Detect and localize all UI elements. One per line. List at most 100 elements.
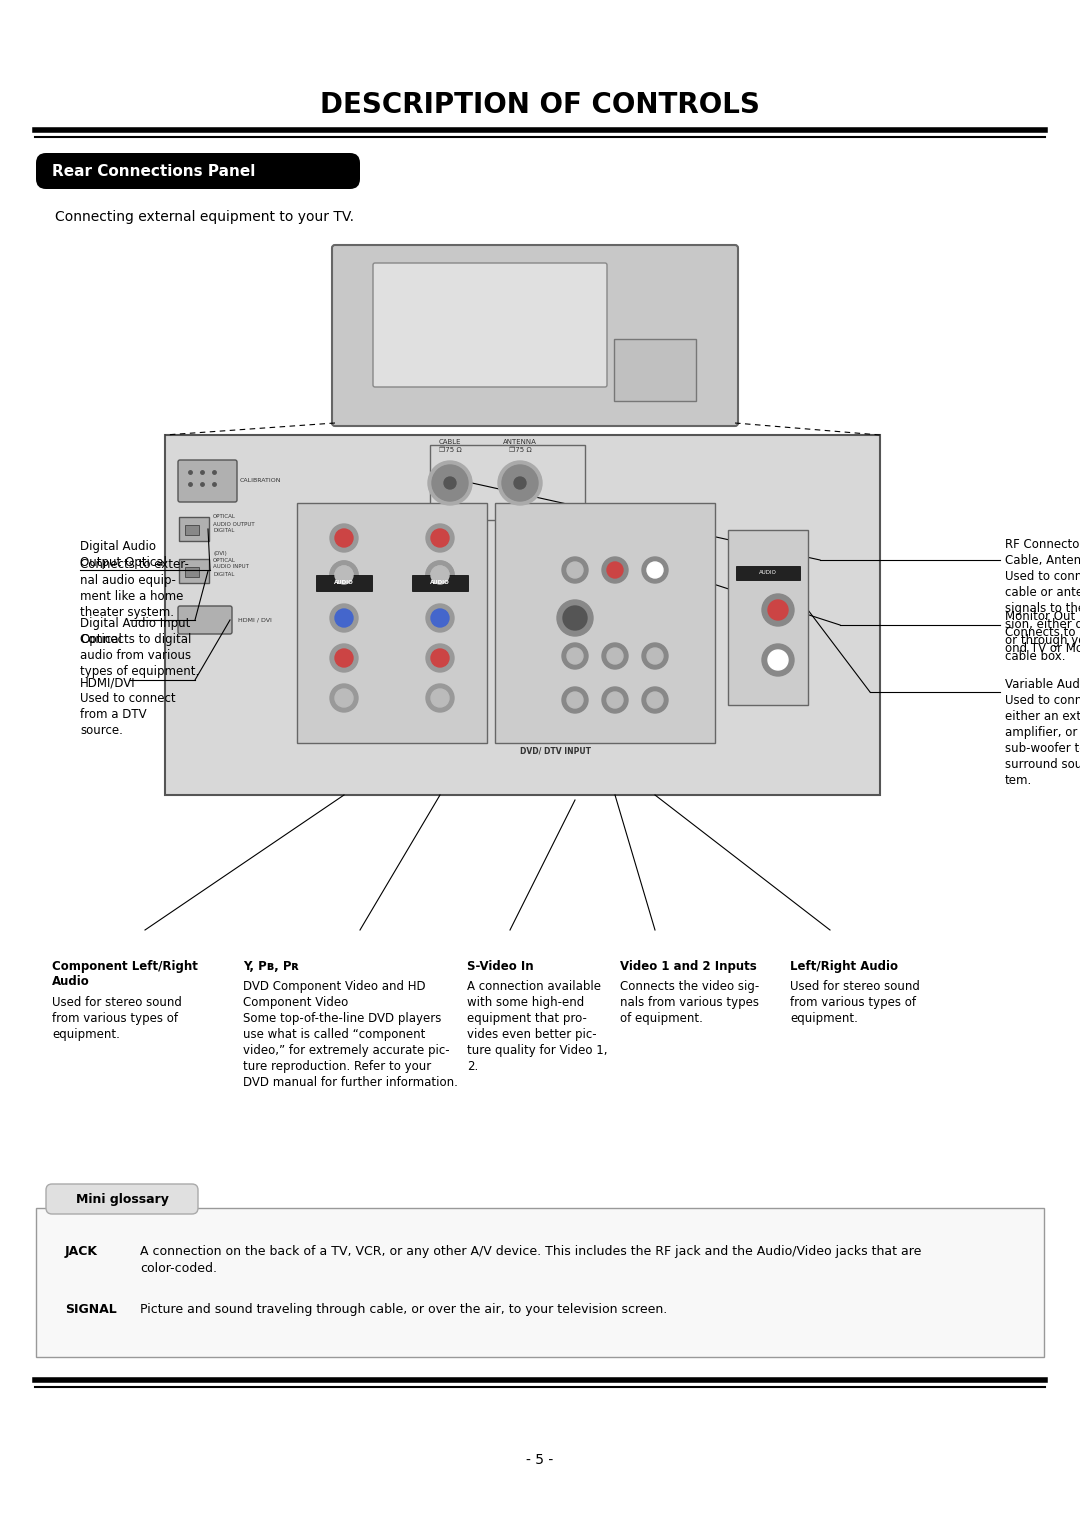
- Text: VIDEO  L(MONO)  R: VIDEO L(MONO) R: [571, 524, 638, 532]
- Text: (DVI): (DVI): [213, 550, 227, 556]
- Text: OUTPUT: OUTPUT: [505, 553, 530, 558]
- Circle shape: [432, 465, 468, 501]
- FancyBboxPatch shape: [615, 339, 696, 400]
- FancyBboxPatch shape: [46, 1184, 198, 1215]
- Circle shape: [647, 562, 663, 578]
- Text: Connects to exter-
nal audio equip-
ment like a home
theater system.: Connects to exter- nal audio equip- ment…: [80, 558, 189, 619]
- Circle shape: [647, 648, 663, 665]
- FancyBboxPatch shape: [332, 244, 738, 426]
- Circle shape: [335, 529, 353, 547]
- Circle shape: [642, 688, 669, 714]
- Circle shape: [428, 461, 472, 504]
- Text: AUDIO OUTPUT: AUDIO OUTPUT: [213, 521, 255, 527]
- Text: AUDIO: AUDIO: [334, 581, 354, 585]
- Circle shape: [330, 685, 357, 712]
- Text: Video 1 and 2 Inputs: Video 1 and 2 Inputs: [620, 960, 757, 973]
- Circle shape: [567, 648, 583, 665]
- Circle shape: [431, 610, 449, 626]
- Text: Monitor Out
Connects to a sec-
ond TV or Monitor.: Monitor Out Connects to a sec- ond TV or…: [1005, 610, 1080, 656]
- Text: Mini glossary: Mini glossary: [76, 1192, 168, 1206]
- Text: DIGITAL: DIGITAL: [213, 529, 234, 533]
- Text: HDMI/DVI: HDMI/DVI: [80, 675, 136, 689]
- Text: JACK: JACK: [65, 1245, 98, 1258]
- Text: AUDIO INPUT: AUDIO INPUT: [213, 564, 248, 570]
- Circle shape: [562, 558, 588, 584]
- Text: Rear Connections Panel: Rear Connections Panel: [52, 163, 255, 179]
- Text: R: R: [413, 533, 418, 542]
- FancyBboxPatch shape: [36, 1209, 1044, 1357]
- Circle shape: [431, 689, 449, 707]
- Bar: [411, 575, 468, 591]
- Circle shape: [768, 649, 788, 669]
- Circle shape: [602, 688, 627, 714]
- Circle shape: [607, 562, 623, 578]
- Text: DESCRIPTION OF CONTROLS: DESCRIPTION OF CONTROLS: [320, 92, 760, 119]
- Text: Y, Pʙ, Pʀ: Y, Pʙ, Pʀ: [243, 960, 299, 973]
- Text: HDMI / DVI: HDMI / DVI: [238, 617, 272, 622]
- FancyBboxPatch shape: [179, 559, 210, 584]
- Text: L: L: [741, 605, 745, 614]
- Text: COMPONENT2: COMPONENT2: [415, 503, 464, 507]
- Bar: [430, 445, 585, 520]
- Text: ANTENNA: ANTENNA: [503, 439, 537, 445]
- Text: OPTICAL: OPTICAL: [213, 558, 235, 562]
- Circle shape: [563, 607, 588, 630]
- Circle shape: [642, 643, 669, 669]
- Text: S-Video In: S-Video In: [467, 960, 534, 973]
- Text: R: R: [740, 656, 746, 665]
- Text: (480i/ 480p/ 720p/ 1080i): (480i/ 480p/ 720p/ 1080i): [356, 516, 428, 521]
- Text: AUDIO: AUDIO: [594, 507, 617, 513]
- Bar: [185, 567, 199, 578]
- Text: SIGNAL: SIGNAL: [65, 1303, 117, 1316]
- Text: A connection on the back of a TV, VCR, or any other A/V device. This includes th: A connection on the back of a TV, VCR, o…: [140, 1245, 921, 1274]
- Circle shape: [431, 565, 449, 584]
- Circle shape: [335, 610, 353, 626]
- Text: Used to connect
from a DTV
source.: Used to connect from a DTV source.: [80, 692, 176, 736]
- Text: Used for stereo sound
from various types of
equipment.: Used for stereo sound from various types…: [789, 979, 920, 1025]
- Text: Connects to digital
audio from various
types of equipment.: Connects to digital audio from various t…: [80, 633, 199, 678]
- Text: DIGITAL: DIGITAL: [213, 571, 234, 576]
- Circle shape: [426, 604, 454, 633]
- Text: Y: Y: [318, 694, 322, 703]
- Bar: [185, 526, 199, 535]
- Circle shape: [335, 649, 353, 668]
- Text: CALIBRATION: CALIBRATION: [240, 478, 282, 483]
- Circle shape: [426, 524, 454, 552]
- Text: S-VIDEO: S-VIDEO: [505, 593, 530, 597]
- Text: ❐75 Ω: ❐75 Ω: [509, 448, 531, 452]
- Circle shape: [335, 689, 353, 707]
- Bar: [495, 503, 715, 743]
- Text: Digital Audio Input
Optical: Digital Audio Input Optical: [80, 617, 190, 646]
- Circle shape: [426, 643, 454, 672]
- Text: Connects the video sig-
nals from various types
of equipment.: Connects the video sig- nals from variou…: [620, 979, 759, 1025]
- Text: DVD/ DTV INPUT: DVD/ DTV INPUT: [519, 746, 591, 755]
- Text: INPUT: INPUT: [505, 601, 524, 607]
- Text: MONITOR: MONITOR: [505, 545, 535, 550]
- FancyBboxPatch shape: [179, 516, 210, 541]
- Text: ❐75 Ω: ❐75 Ω: [438, 448, 461, 452]
- Circle shape: [335, 565, 353, 584]
- Circle shape: [330, 524, 357, 552]
- Circle shape: [607, 692, 623, 707]
- Circle shape: [426, 561, 454, 588]
- Text: VARIABLE: VARIABLE: [751, 533, 785, 538]
- Circle shape: [607, 648, 623, 665]
- Text: IN2: IN2: [505, 697, 516, 703]
- Circle shape: [642, 558, 669, 584]
- Text: COMPONENT1: COMPONENT1: [320, 503, 368, 507]
- Circle shape: [335, 565, 353, 584]
- Circle shape: [330, 561, 357, 588]
- Circle shape: [330, 643, 357, 672]
- Text: Component Left/Right
Audio: Component Left/Right Audio: [52, 960, 198, 989]
- FancyBboxPatch shape: [373, 263, 607, 387]
- Circle shape: [444, 477, 456, 489]
- Text: R: R: [316, 533, 322, 542]
- FancyBboxPatch shape: [36, 153, 360, 189]
- Text: Used for stereo sound
from various types of
equipment.: Used for stereo sound from various types…: [52, 996, 181, 1041]
- Text: DVD Component Video and HD
Component Video
Some top-of-the-line DVD players
use : DVD Component Video and HD Component Vid…: [243, 979, 458, 1089]
- Circle shape: [567, 692, 583, 707]
- Bar: [728, 530, 808, 704]
- Text: A connection available
with some high-end
equipment that pro-
vides even better : A connection available with some high-en…: [467, 979, 607, 1073]
- Circle shape: [431, 649, 449, 668]
- Text: L: L: [318, 570, 322, 579]
